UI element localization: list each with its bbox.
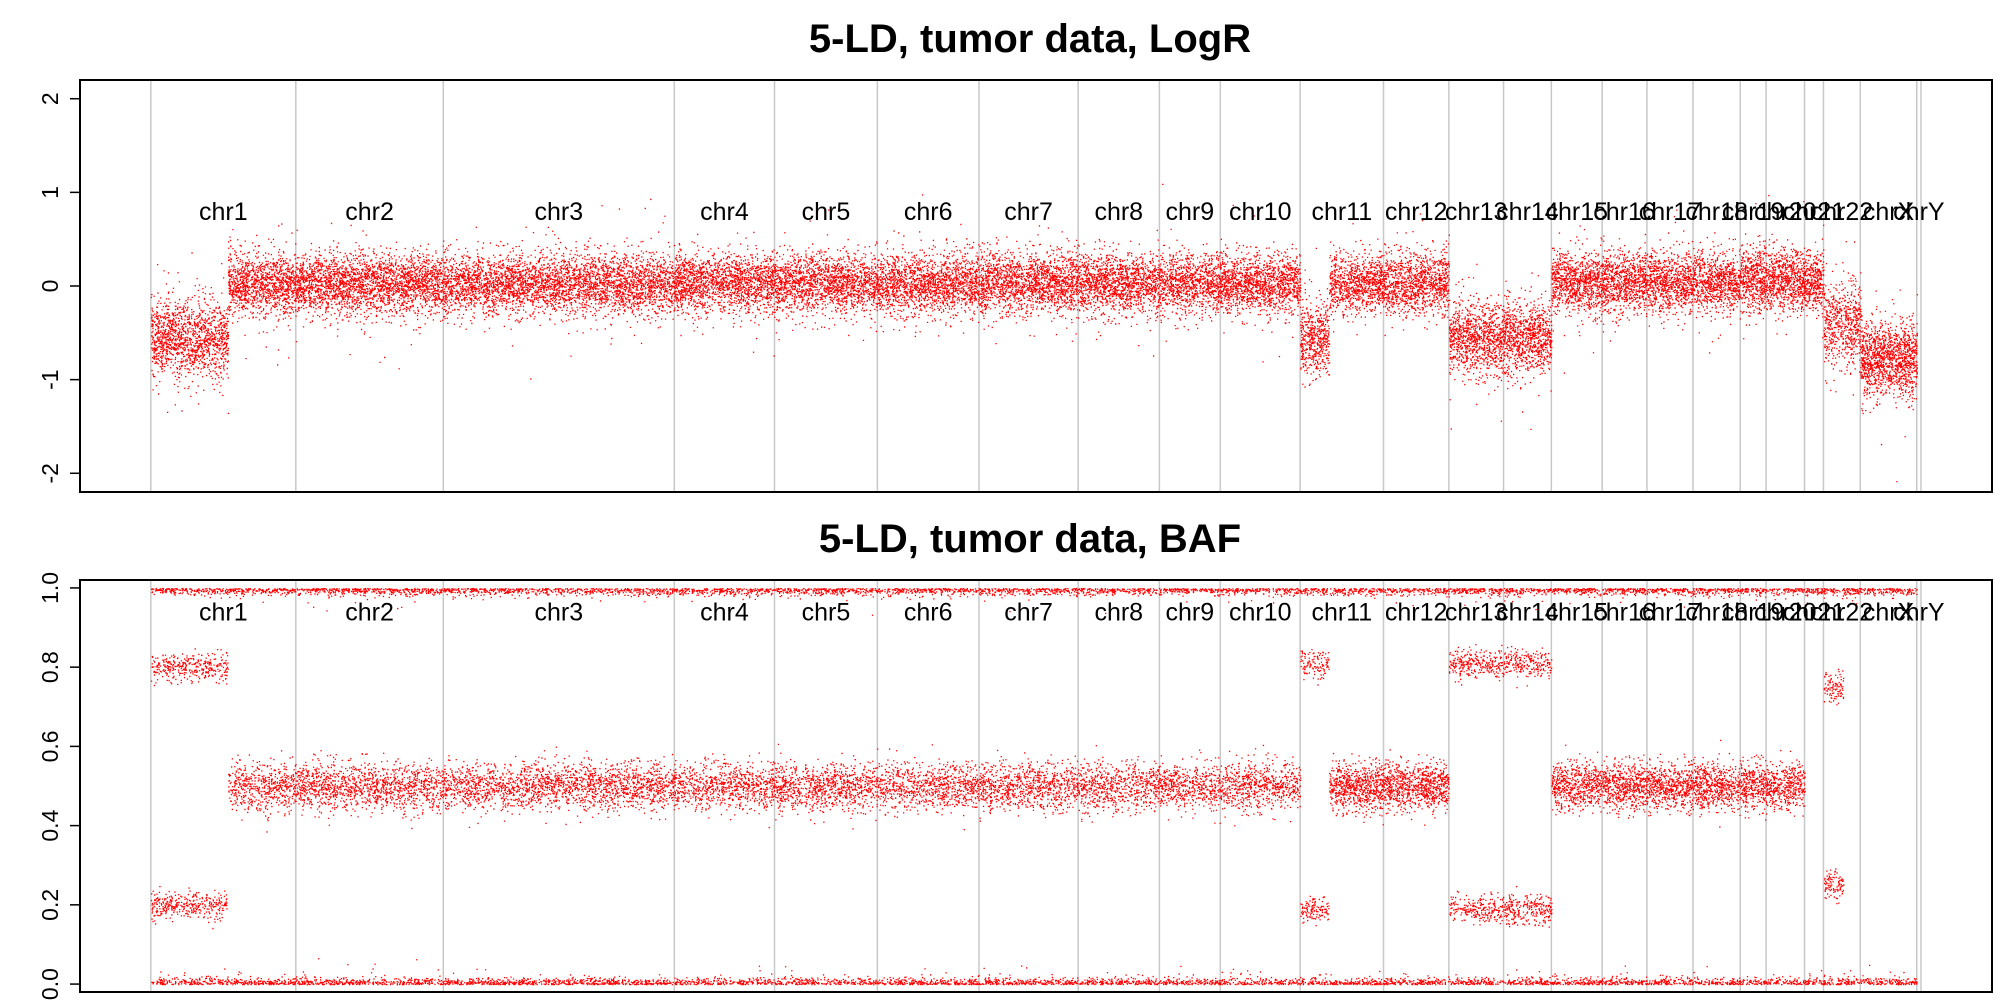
chromosome-label-chr9: chr9 xyxy=(1166,198,1215,226)
chromosome-label-chr12: chr12 xyxy=(1385,198,1448,226)
chromosome-label-chr10: chr10 xyxy=(1229,198,1292,226)
logr-data-points xyxy=(150,183,1918,483)
chromosome-label-chr6: chr6 xyxy=(904,198,953,226)
chromosome-label-chr10: chr10 xyxy=(1229,599,1292,627)
scatter-points xyxy=(150,587,1918,986)
chromosome-label-chr14: chr14 xyxy=(1496,599,1559,627)
chromosome-label-chr19: chr19 xyxy=(1722,198,1785,226)
chromosome-label-chr22: chr22 xyxy=(1811,599,1874,627)
chromosome-label-chr20: chr20 xyxy=(1754,198,1817,226)
chromosome-label-chr3: chr3 xyxy=(534,198,583,226)
baf-title: 5-LD, tumor data, BAF xyxy=(819,517,1241,561)
chromosome-label-chr3: chr3 xyxy=(534,599,583,627)
chromosome-label-chr18: chr18 xyxy=(1685,599,1748,627)
y-tick-label: 0 xyxy=(37,280,63,293)
chromosome-label-chrX: chrX xyxy=(1863,599,1915,627)
chromosome-label-chr7: chr7 xyxy=(1004,198,1053,226)
y-tick-label: 0.4 xyxy=(37,809,63,841)
y-tick-label: 0.0 xyxy=(37,968,63,1000)
chromosome-label-chr5: chr5 xyxy=(802,599,851,627)
chromosome-label-chrY: chrY xyxy=(1893,198,1945,226)
chromosome-label-chr14: chr14 xyxy=(1496,198,1559,226)
y-tick-label: 1 xyxy=(37,186,63,199)
chromosome-label-chr20: chr20 xyxy=(1754,599,1817,627)
chromosome-label-chr8: chr8 xyxy=(1094,599,1143,627)
chromosome-label-chr8: chr8 xyxy=(1094,198,1143,226)
chromosome-label-chr4: chr4 xyxy=(700,198,749,226)
baf-panel: 5-LD, tumor data, BAF chr1 chr2 chr3 chr4 ch… xyxy=(37,517,1993,1000)
chromosome-label-chr17: chr17 xyxy=(1639,198,1702,226)
chromosome-label-chr19: chr19 xyxy=(1722,599,1785,627)
chromosome-label-chr15: chr15 xyxy=(1545,599,1608,627)
logr-chromosome-labels: chr1 chr2 chr3 chr4 chr5 chr6 chr7 chr8 chr9 chr1… xyxy=(199,198,1945,226)
chromosome-label-chr21: chr21 xyxy=(1783,198,1846,226)
chromosome-label-chr1: chr1 xyxy=(199,198,248,226)
chromosome-label-chr15: chr15 xyxy=(1545,198,1608,226)
chromosome-label-chrX: chrX xyxy=(1863,198,1915,226)
chromosome-label-chrY: chrY xyxy=(1893,599,1945,627)
chromosome-label-chr11: chr11 xyxy=(1311,599,1372,627)
scatter-points xyxy=(150,183,1918,483)
chromosome-label-chr12: chr12 xyxy=(1385,599,1448,627)
chromosome-label-chr11: chr11 xyxy=(1311,198,1372,226)
baf-y-axis: 0.0 0.2 0.4 0.6 0.8 1.0 xyxy=(37,572,81,1000)
chromosome-label-chr2: chr2 xyxy=(345,599,394,627)
chromosome-label-chr17: chr17 xyxy=(1639,599,1702,627)
y-tick-label: -2 xyxy=(37,463,63,483)
baf-data-points xyxy=(150,587,1918,986)
baf-chromosome-labels: chr1 chr2 chr3 chr4 chr5 chr6 chr7 chr8 chr9 chr1… xyxy=(199,599,1945,627)
chromosome-label-chr2: chr2 xyxy=(345,198,394,226)
chromosome-label-chr6: chr6 xyxy=(904,599,953,627)
chromosome-label-chr9: chr9 xyxy=(1166,599,1215,627)
y-tick-label: 1.0 xyxy=(37,572,63,604)
y-tick-label: 0.2 xyxy=(37,889,63,921)
y-tick-label: 2 xyxy=(37,92,63,105)
chromosome-label-chr4: chr4 xyxy=(700,599,749,627)
y-tick-label: 0.8 xyxy=(37,651,63,683)
chromosome-label-chr16: chr16 xyxy=(1593,599,1656,627)
baf-plot-frame xyxy=(79,579,1993,993)
chromosome-label-chr1: chr1 xyxy=(199,599,248,627)
logr-y-axis: -2 -1 0 1 2 xyxy=(37,92,81,483)
chromosome-label-chr22: chr22 xyxy=(1811,198,1874,226)
chromosome-label-chr16: chr16 xyxy=(1593,198,1656,226)
chromosome-label-chr7: chr7 xyxy=(1004,599,1053,627)
y-tick-label: -1 xyxy=(37,369,63,389)
chromosome-label-chr13: chr13 xyxy=(1445,599,1508,627)
logr-panel: 5-LD, tumor data, LogR chr1 chr2 chr3 chr4 c… xyxy=(37,17,1993,493)
chromosome-label-chr5: chr5 xyxy=(802,198,851,226)
chromosome-label-chr13: chr13 xyxy=(1445,198,1508,226)
chromosome-label-chr18: chr18 xyxy=(1685,198,1748,226)
logr-title: 5-LD, tumor data, LogR xyxy=(809,17,1251,61)
logr-plot-frame xyxy=(79,79,1993,493)
chromosome-label-chr21: chr21 xyxy=(1783,599,1846,627)
y-tick-label: 0.6 xyxy=(37,730,63,762)
